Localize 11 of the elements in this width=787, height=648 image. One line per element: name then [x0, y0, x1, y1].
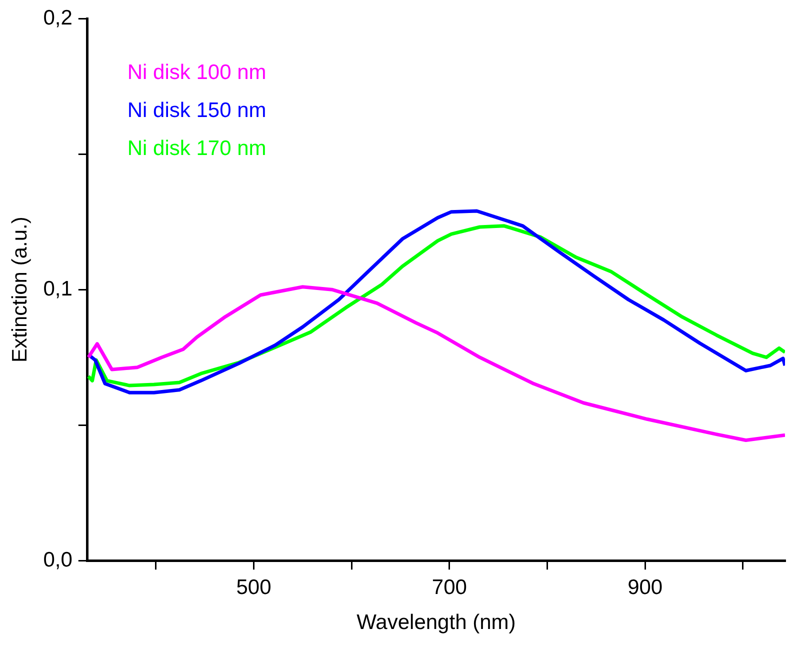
x-axis-title: Wavelength (nm) — [356, 611, 516, 634]
y-tick-label: 0,1 — [43, 277, 72, 300]
text: Ni disk 150 nm — [127, 98, 266, 122]
y-tick-label: 0,0 — [43, 548, 72, 572]
y-axis-title: Extinction (a.u.) — [8, 216, 32, 363]
x-tick-label: 900 — [628, 576, 663, 599]
y-tick-label: 0,2 — [43, 6, 72, 30]
text: Ni disk 100 nm — [127, 60, 266, 84]
x-tick-label: 500 — [236, 576, 272, 599]
text: Ni disk 170 nm — [127, 136, 266, 160]
x-tick-label: 700 — [432, 576, 467, 599]
